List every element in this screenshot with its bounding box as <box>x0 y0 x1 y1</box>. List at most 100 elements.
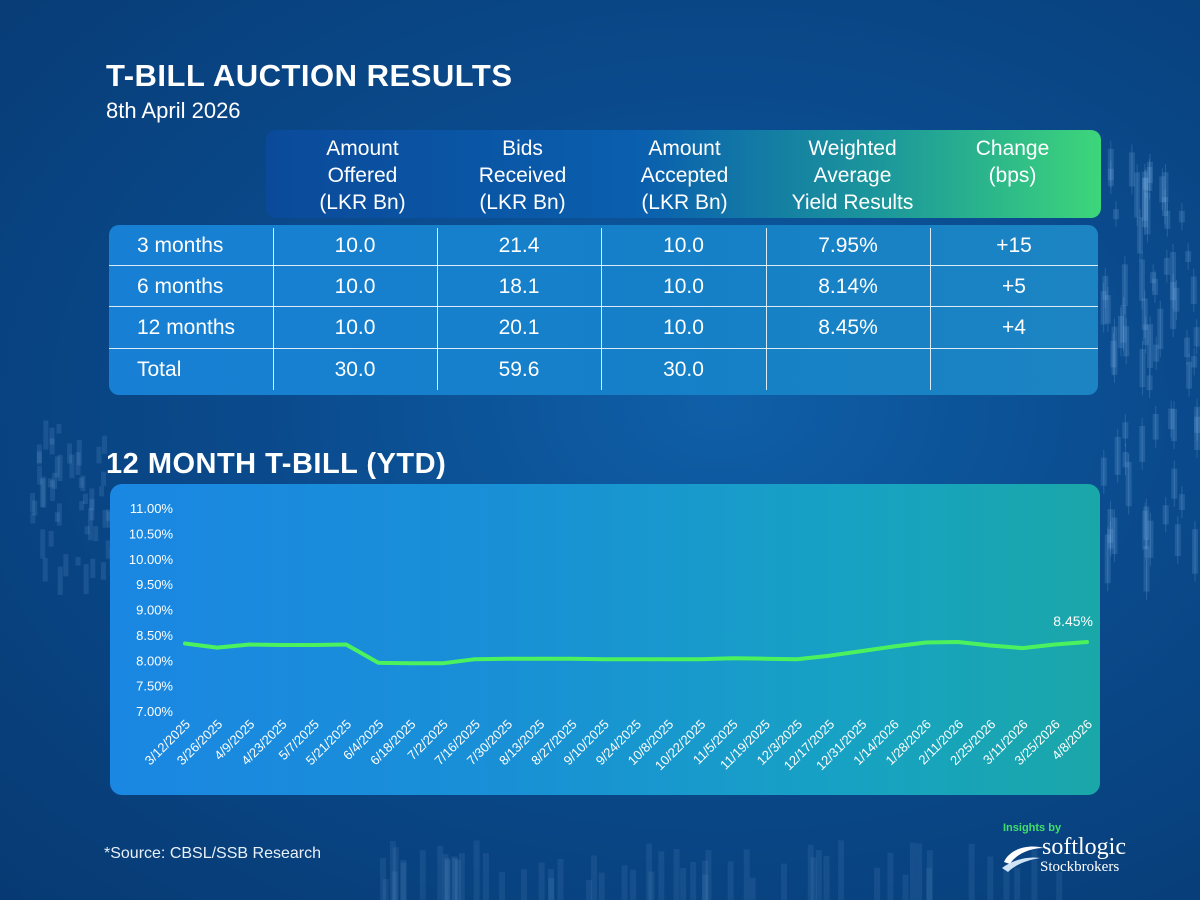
bg-candle-body <box>39 478 45 508</box>
bg-candle-body <box>1107 168 1114 187</box>
data-point <box>570 657 573 660</box>
bg-candle-body <box>1162 172 1169 203</box>
bg-candle-body <box>1151 278 1158 295</box>
bg-candle-body <box>1157 308 1164 350</box>
cell-3m-offered: 10.0 <box>334 233 376 257</box>
bg-candle-body <box>1031 849 1038 900</box>
bg-candle-body <box>482 853 489 900</box>
bg-candle-body <box>79 501 85 511</box>
bg-candle-body <box>56 424 62 434</box>
bg-candle-body <box>380 858 387 900</box>
bg-candle-body <box>30 512 36 524</box>
bg-candle-body <box>1142 177 1149 190</box>
bg-candle-body <box>1112 209 1119 220</box>
data-point <box>538 657 541 660</box>
bg-candle-body <box>1122 452 1129 468</box>
bg-candle-body <box>1186 361 1193 389</box>
bg-candle-body <box>926 867 933 900</box>
y-tick-label: 10.00% <box>129 552 174 567</box>
bg-candle-body <box>916 843 923 900</box>
y-tick-label: 11.00% <box>130 501 174 516</box>
row-divider <box>109 265 1098 266</box>
data-point <box>183 642 187 645</box>
bg-candle-body <box>57 566 63 595</box>
bg-candle-body <box>926 850 933 900</box>
bg-candle-body <box>1139 259 1146 301</box>
row-divider <box>109 306 1098 307</box>
bg-candle-body <box>1134 172 1141 218</box>
cell-total-yield <box>766 349 930 390</box>
bg-candle-body <box>823 855 830 900</box>
bg-candle-body <box>646 843 653 900</box>
bg-candle-body <box>1183 337 1190 358</box>
cell-6m-change: +5 <box>1002 274 1026 298</box>
bg-candle-body <box>1168 408 1175 430</box>
bg-candle-body <box>1171 408 1178 442</box>
bg-candle-body <box>1146 375 1153 391</box>
bg-candle-body <box>49 427 55 445</box>
bg-candle-body <box>1141 171 1148 221</box>
bg-candle-body <box>1003 866 1010 900</box>
bg-candle-body <box>78 477 84 488</box>
bg-candle-body <box>1178 210 1185 223</box>
data-point <box>441 662 444 665</box>
bg-candle-body <box>1143 506 1150 540</box>
bg-candle-body <box>63 554 69 577</box>
bg-candle-body <box>105 509 111 521</box>
bg-candle-body <box>673 848 680 900</box>
bg-candle-body <box>76 439 82 466</box>
y-tick-label: 9.50% <box>136 577 173 592</box>
bg-candle-body <box>1159 176 1166 203</box>
cell-3m-yield: 7.95% <box>818 233 878 257</box>
bg-candle-body <box>1194 406 1200 450</box>
bg-candle-body <box>987 856 994 900</box>
chart-panel <box>110 484 1100 795</box>
bg-candle-body <box>1136 217 1143 254</box>
cell-12m-change: +4 <box>1002 315 1026 339</box>
bg-candle-body <box>1191 356 1198 368</box>
bg-candle-body <box>1162 197 1169 217</box>
cell-3m-bids: 21.4 <box>498 233 540 257</box>
bg-candle-body <box>1178 494 1185 510</box>
data-point <box>731 657 734 660</box>
bg-candle-body <box>874 867 881 900</box>
row-label-total: Total <box>137 357 182 381</box>
bg-candle-body <box>1102 275 1109 301</box>
cell-12m-bids: 20.1 <box>498 315 540 339</box>
bg-candle-body <box>1146 161 1153 184</box>
y-tick-label: 9.00% <box>136 603 173 618</box>
bg-candle-body <box>1139 425 1146 462</box>
bg-candle-body <box>458 853 465 900</box>
cell-6m-offered: 10.0 <box>334 274 376 298</box>
bg-candle-body <box>521 869 528 900</box>
bg-candle-body <box>391 871 398 900</box>
data-point <box>667 658 670 661</box>
data-point <box>344 643 348 646</box>
data-point <box>216 646 219 649</box>
bg-candle-body <box>1143 546 1150 592</box>
data-point <box>924 641 928 644</box>
bg-candle-body <box>30 493 36 513</box>
bg-candle-body <box>591 855 598 900</box>
bg-candle-body <box>1139 349 1146 388</box>
y-tick-label: 10.50% <box>129 526 174 541</box>
data-point <box>956 640 960 644</box>
bg-candle-body <box>444 859 451 900</box>
data-point <box>795 658 799 661</box>
bg-candle-body <box>87 508 93 541</box>
bg-candle-body <box>1014 867 1021 900</box>
bg-candle-body <box>1128 152 1135 187</box>
bg-candle-body <box>810 857 817 900</box>
cell-total-offered: 30.0 <box>334 357 376 381</box>
page-title: T-BILL AUCTION RESULTS <box>106 58 513 93</box>
bg-candle-body <box>1107 148 1114 181</box>
bg-candle-body <box>1123 326 1130 357</box>
bg-candle-body <box>1150 272 1157 284</box>
bg-candle-body <box>1162 505 1169 525</box>
bg-candle-body <box>1194 416 1200 433</box>
bg-candle-body <box>1153 344 1160 362</box>
cell-3m-accepted: 10.0 <box>663 233 704 257</box>
data-point <box>989 644 992 647</box>
bg-candle-body <box>1142 510 1149 550</box>
cell-6m-bids: 18.1 <box>498 274 540 298</box>
